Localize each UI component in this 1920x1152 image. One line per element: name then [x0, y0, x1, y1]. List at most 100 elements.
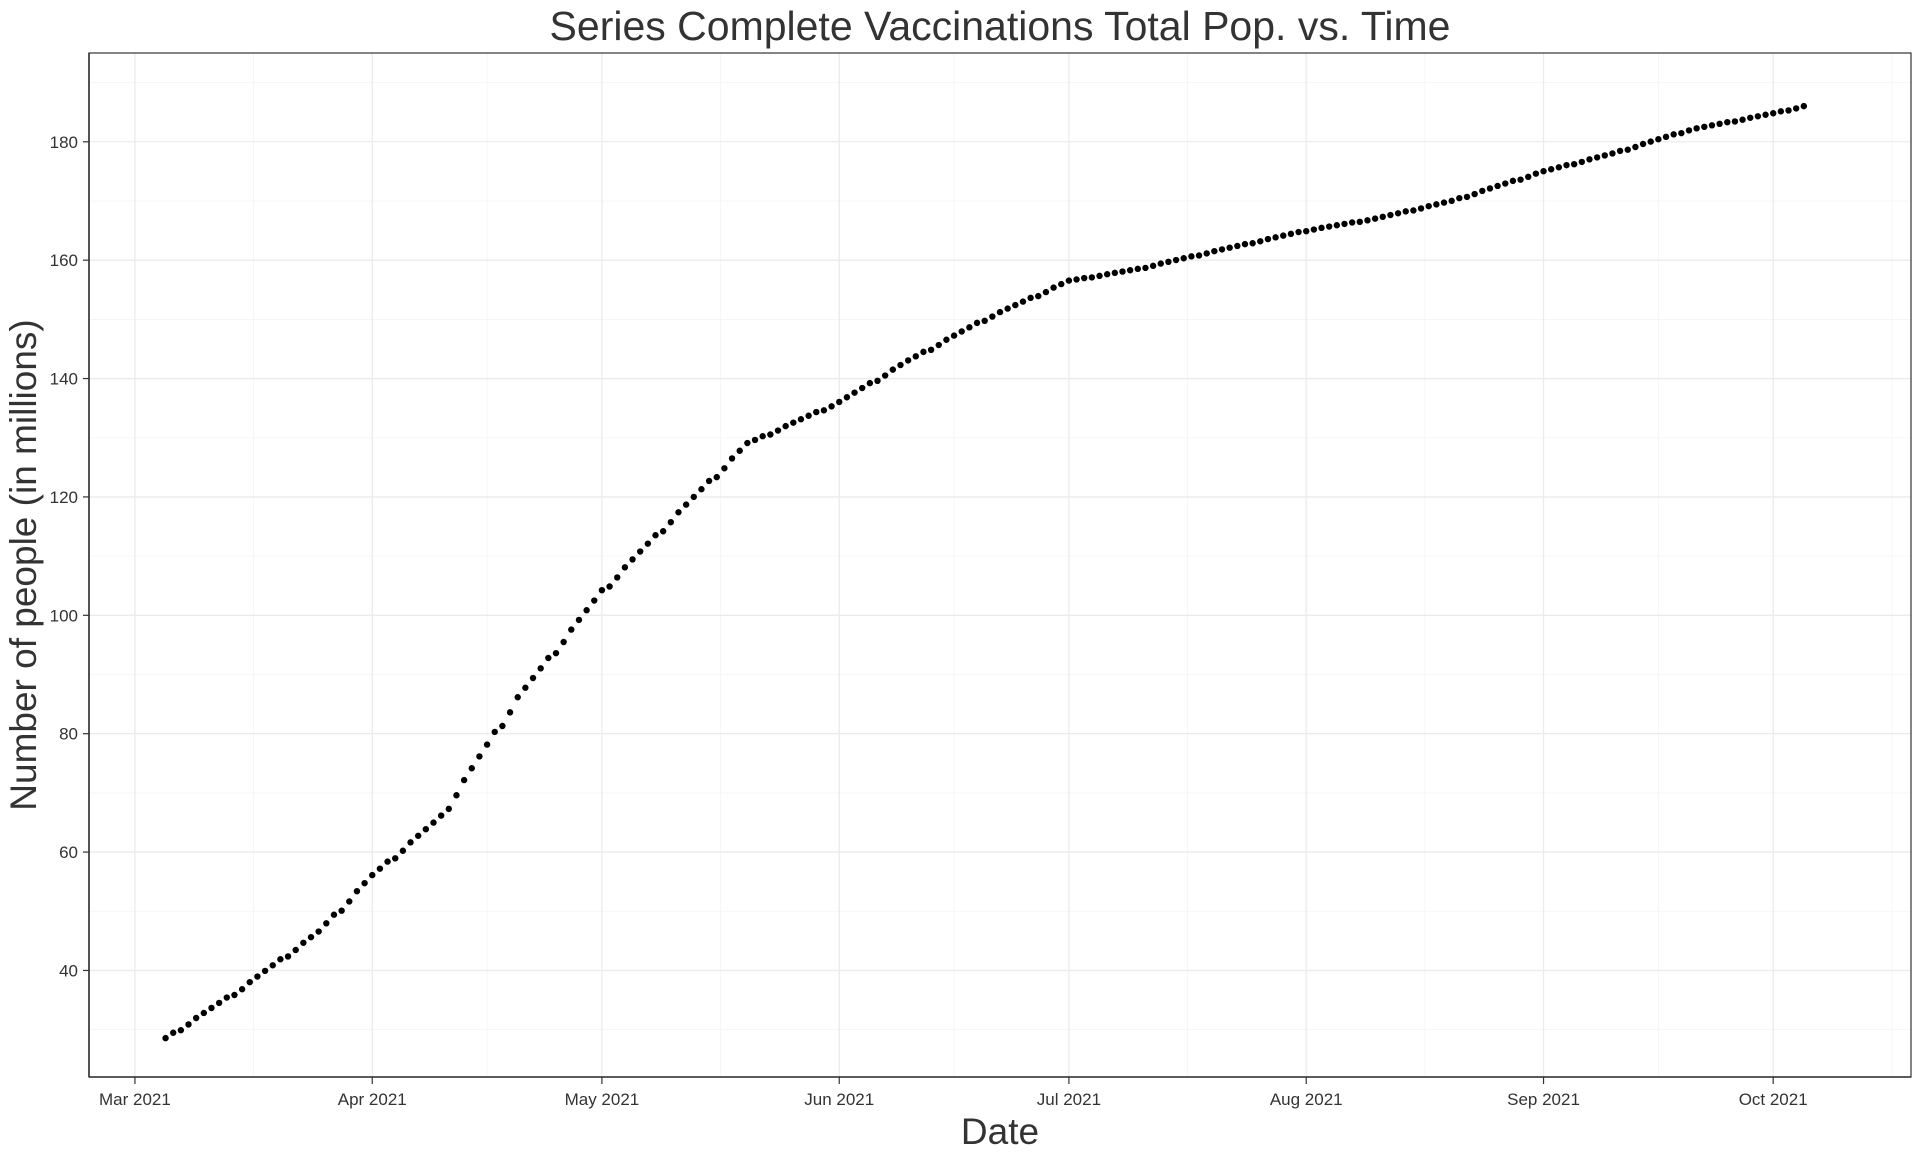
data-point	[1103, 271, 1111, 278]
x-tick-label: Aug 2021	[1270, 1090, 1343, 1109]
data-point	[269, 962, 276, 969]
data-point	[912, 353, 919, 360]
y-tick-label: 140	[50, 370, 78, 389]
data-point	[889, 366, 897, 373]
data-point	[1593, 154, 1601, 161]
data-point	[866, 379, 874, 387]
data-point	[1785, 107, 1792, 114]
data-point	[1387, 211, 1394, 219]
data-point	[1632, 143, 1639, 151]
data-point	[790, 419, 797, 426]
data-point	[231, 991, 238, 999]
data-point	[767, 431, 774, 438]
data-point	[476, 753, 483, 760]
data-point	[1463, 193, 1471, 201]
data-point	[430, 819, 437, 826]
data-point	[330, 911, 338, 918]
data-point	[705, 477, 713, 485]
data-point	[392, 855, 399, 862]
data-point	[399, 847, 407, 854]
data-point	[185, 1021, 192, 1028]
data-point	[1747, 114, 1754, 121]
data-point	[261, 967, 269, 975]
data-point	[1494, 182, 1501, 190]
data-point	[1731, 118, 1739, 125]
data-point	[614, 574, 621, 581]
data-point	[728, 455, 736, 462]
data-point	[192, 1014, 200, 1022]
data-point	[927, 346, 935, 354]
data-point	[277, 956, 284, 963]
data-point	[1035, 292, 1042, 300]
data-point	[1226, 244, 1233, 251]
data-point	[1188, 253, 1195, 260]
data-point	[1019, 298, 1027, 305]
data-point	[1402, 208, 1409, 215]
data-point	[491, 728, 498, 736]
data-point	[1433, 201, 1440, 208]
data-point	[1241, 240, 1249, 248]
data-point	[644, 540, 652, 547]
data-point	[1716, 120, 1723, 128]
data-point	[437, 812, 445, 819]
chart-title: Series Complete Vaccinations Total Pop. …	[550, 3, 1451, 49]
data-point	[1425, 202, 1432, 210]
data-point	[254, 973, 261, 980]
data-point	[989, 313, 996, 320]
data-point	[782, 422, 789, 430]
data-point	[958, 328, 965, 335]
y-axis-title: Number of people (in millions)	[3, 319, 44, 810]
data-point	[1096, 272, 1103, 280]
data-point	[162, 1034, 169, 1042]
data-point	[323, 920, 330, 927]
data-point	[966, 324, 973, 331]
data-point	[552, 649, 560, 657]
data-point	[1027, 294, 1034, 302]
data-point	[1578, 158, 1586, 166]
data-point	[1280, 232, 1287, 239]
data-point	[736, 447, 743, 454]
x-tick-label: Jul 2021	[1037, 1090, 1101, 1109]
data-point	[1471, 190, 1478, 198]
y-tick-label: 160	[50, 251, 78, 270]
data-point	[1517, 176, 1524, 183]
data-point	[836, 398, 843, 406]
data-point	[751, 436, 759, 444]
data-point	[407, 839, 414, 846]
data-point	[238, 986, 246, 993]
data-point	[284, 953, 292, 960]
data-point	[1777, 108, 1785, 115]
data-point	[713, 473, 720, 481]
data-point	[1440, 199, 1448, 206]
data-point	[690, 493, 697, 501]
data-point	[1456, 194, 1463, 202]
y-tick-label: 120	[50, 488, 78, 507]
data-point	[1509, 177, 1517, 185]
data-point	[1563, 161, 1570, 169]
data-point	[1073, 276, 1080, 283]
data-point	[1624, 146, 1631, 153]
data-point	[1724, 118, 1731, 126]
data-point	[1547, 166, 1555, 173]
data-point	[1348, 219, 1356, 226]
data-point	[575, 616, 583, 624]
data-point	[1792, 105, 1800, 112]
x-tick-label: Sep 2021	[1507, 1090, 1580, 1109]
data-point	[384, 858, 391, 865]
data-point	[667, 518, 675, 526]
x-tick-label: Jun 2021	[804, 1090, 874, 1109]
data-point	[1333, 222, 1341, 229]
data-point	[1042, 288, 1050, 296]
data-point	[950, 332, 958, 339]
data-point	[200, 1009, 208, 1017]
data-point	[1119, 268, 1126, 275]
data-point	[1264, 235, 1272, 243]
data-point	[1257, 238, 1264, 245]
data-point	[1088, 274, 1096, 281]
data-point	[1486, 185, 1494, 192]
data-point	[1081, 274, 1088, 282]
data-point	[920, 348, 927, 356]
y-tick-label: 100	[50, 606, 78, 625]
data-point	[698, 486, 705, 493]
